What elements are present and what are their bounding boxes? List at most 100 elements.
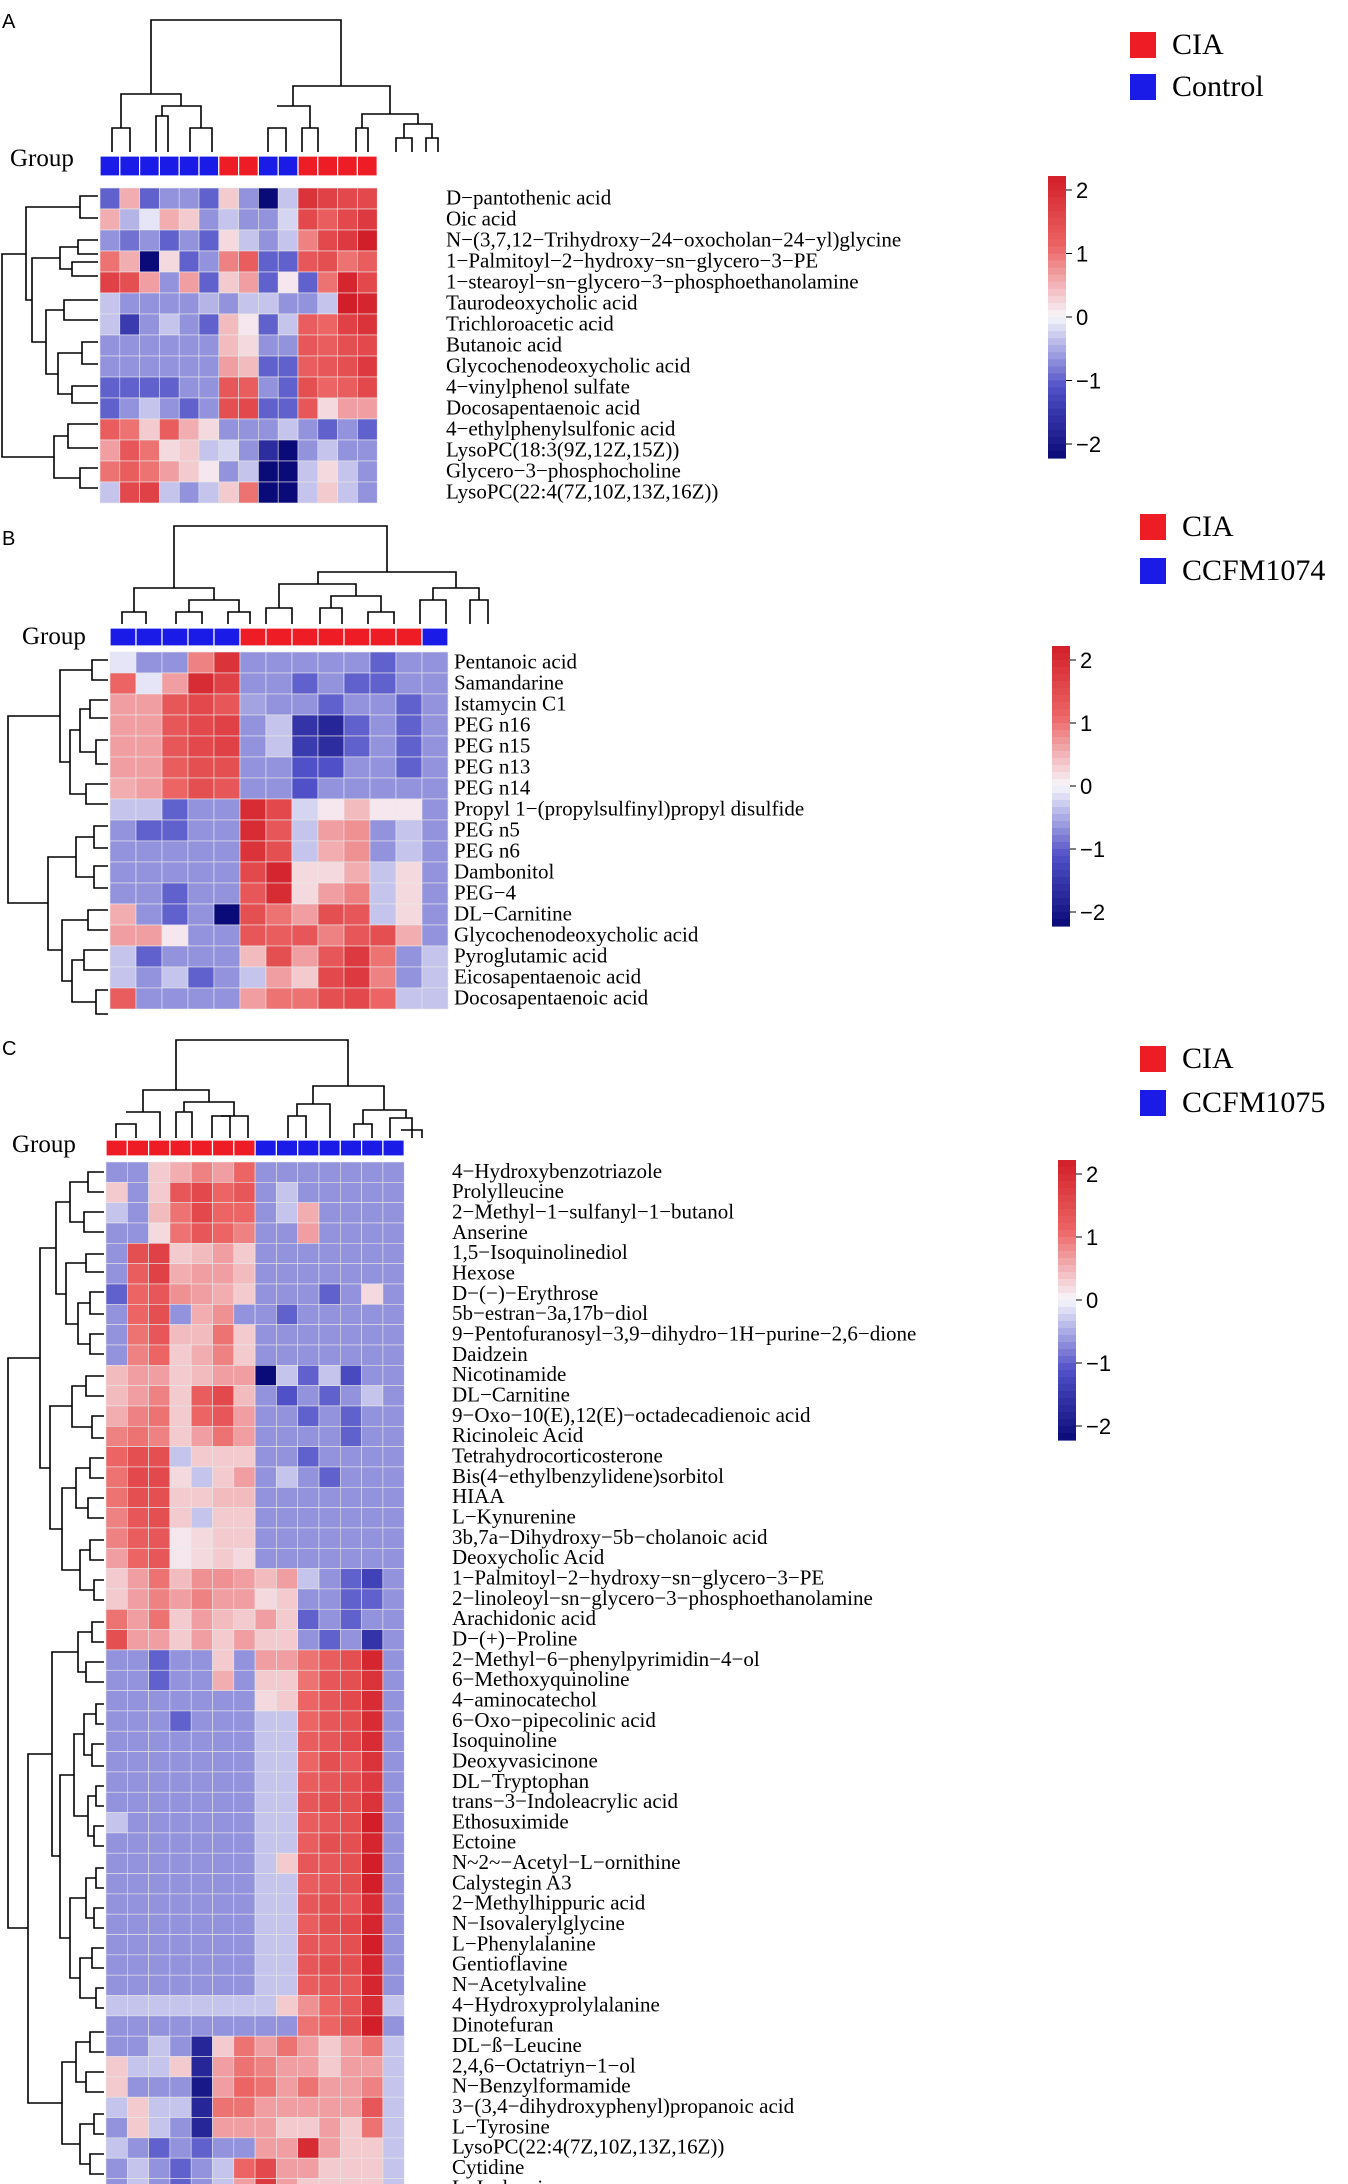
panel-b: B bbox=[2, 525, 489, 1015]
panel-c-heat-cell bbox=[276, 1446, 298, 1468]
panel-c-heat-cell bbox=[127, 1751, 149, 1773]
panel-a-heat-cell bbox=[139, 397, 160, 420]
panel-c-heat-cell bbox=[254, 2157, 277, 2179]
panel-b-heat-cell bbox=[317, 966, 345, 989]
panel-c-scale-step bbox=[1058, 1314, 1076, 1322]
panel-c-heat-cell bbox=[148, 1365, 171, 1386]
panel-c-heat-cell bbox=[148, 2117, 171, 2139]
panel-b-heat-cell bbox=[291, 735, 319, 758]
panel-b-scale-step bbox=[1052, 751, 1070, 759]
panel-c-heat-cell bbox=[297, 1466, 320, 1488]
panel-b-row-label: PEG n14 bbox=[454, 775, 531, 799]
panel-c-heat-cell bbox=[254, 1182, 277, 1203]
panel-a-heat-cell bbox=[218, 292, 239, 315]
panel-c-heat-cell bbox=[318, 1608, 341, 1630]
panel-b-heat-cell bbox=[343, 966, 371, 989]
panel-c-heat-cell bbox=[318, 1954, 341, 1976]
panel-c-heat-cell bbox=[105, 1304, 128, 1325]
panel-c-heat-cell bbox=[339, 1243, 362, 1264]
panel-a-heat-cell bbox=[317, 208, 338, 231]
panel-c-heat-cell bbox=[127, 1324, 149, 1346]
panel-c-heat-cell bbox=[233, 1588, 256, 1610]
panel-c-heat-cell bbox=[276, 1690, 298, 1712]
panel-c-heat-cell bbox=[127, 1913, 149, 1935]
panel-b-scale-step bbox=[1052, 870, 1070, 878]
panel-c-heat-cell bbox=[276, 2015, 298, 2037]
panel-c-row-label: 9−Pentofuranosyl−3,9−dihydro−1H−purine−2… bbox=[452, 1321, 916, 1345]
panel-c-row-label: Gentioflavine bbox=[452, 1952, 567, 1976]
panel-c-heat-cell bbox=[361, 2117, 384, 2139]
panel-c-heat-cell bbox=[318, 1507, 341, 1529]
panel-c-heat-cell bbox=[212, 1893, 235, 1915]
panel-b-heat-cell bbox=[343, 882, 371, 905]
panel-c-heat-cell bbox=[254, 1710, 277, 1732]
panel-a-heat-cell bbox=[218, 229, 239, 252]
panel-c-heat-cell bbox=[105, 1608, 128, 1630]
panel-b-heat-cell bbox=[265, 756, 293, 779]
panel-b-legend-swatch bbox=[1140, 514, 1166, 540]
panel-a-heat-cell bbox=[198, 397, 220, 420]
panel-a-scale-tick: 1 bbox=[1076, 242, 1088, 267]
panel-c-row-label: Daidzein bbox=[452, 1342, 528, 1366]
panel-b-scale-step bbox=[1052, 828, 1070, 836]
panel-c-row-label: DL−Carnitine bbox=[452, 1382, 570, 1406]
panel-b-row-label: Dambonitol bbox=[454, 859, 554, 883]
panel-c-heat-cell bbox=[105, 1182, 128, 1203]
panel-a-heat-cell bbox=[99, 229, 121, 252]
panel-a-heat-cell bbox=[159, 313, 180, 336]
panel-c-heat-cell bbox=[148, 1791, 171, 1813]
panel-b-scale-tick: −2 bbox=[1080, 900, 1105, 925]
panel-a-heat-cell bbox=[238, 460, 259, 483]
panel-c-heat-cell bbox=[382, 1304, 405, 1325]
panel-c-heat-cell bbox=[339, 1182, 362, 1203]
panel-c-heat-cell bbox=[233, 1283, 256, 1305]
panel-c-scale-step bbox=[1058, 1216, 1076, 1224]
panel-b-heat-cell bbox=[291, 756, 319, 779]
panel-c-row-label: 6−Oxo−pipecolinic acid bbox=[452, 1708, 656, 1732]
panel-b-heat-cell bbox=[187, 693, 215, 716]
panel-b-heat-cell bbox=[291, 777, 319, 800]
panel-c-heat-cell bbox=[339, 2178, 362, 2184]
panel-a-heat-cell bbox=[99, 481, 121, 504]
panel-b-heat-cell bbox=[369, 861, 397, 884]
panel-b-heat-cell bbox=[135, 987, 163, 1010]
panel-a-heat-cell bbox=[317, 292, 338, 315]
panel-a-heat-cell bbox=[218, 439, 239, 462]
panel-b-scale-step bbox=[1052, 793, 1070, 801]
panel-a-heat-cell bbox=[297, 334, 319, 357]
panel-c-heat-cell bbox=[382, 1182, 405, 1203]
panel-c-heat-cell bbox=[318, 1934, 341, 1956]
panel-a-row-label: 4−ethylphenylsulfonic acid bbox=[446, 416, 676, 440]
panel-b-heat-cell bbox=[291, 966, 319, 989]
panel-c-heat-cell bbox=[339, 1161, 362, 1183]
panel-a-heat-cell bbox=[99, 208, 121, 231]
panel-a-heat-cell bbox=[218, 271, 239, 294]
panel-c-heat-cell bbox=[254, 1730, 277, 1752]
panel-c-heat-cell bbox=[318, 1161, 341, 1183]
panel-a-heat-cell bbox=[178, 187, 200, 210]
panel-b-heat-cell bbox=[317, 945, 345, 968]
panel-b-heat-cell bbox=[343, 840, 371, 863]
panel-c-heatmap: Group 4−HydroxybenzotriazoleProlylleucine… bbox=[12, 1042, 1325, 2184]
panel-c-heat-cell bbox=[297, 1873, 320, 1895]
panel-a-heat-cell bbox=[198, 418, 220, 441]
panel-c-scale-step bbox=[1058, 1363, 1076, 1371]
panel-a-heat-cell bbox=[198, 355, 220, 378]
panel-c-group-label: Group bbox=[12, 1131, 76, 1158]
panel-c-heat-cell bbox=[105, 2056, 128, 2078]
panel-c-heat-cell bbox=[382, 1649, 405, 1671]
panel-c-heat-cell bbox=[361, 1547, 384, 1569]
panel-c-heat-cell bbox=[105, 1466, 128, 1488]
panel-c-heat-cell bbox=[318, 2157, 341, 2179]
panel-c-group-cell bbox=[105, 1139, 128, 1157]
panel-c-heat-cell bbox=[190, 1182, 213, 1203]
panel-c-heat-cell bbox=[297, 1812, 320, 1834]
panel-c-heat-cell bbox=[127, 1608, 149, 1630]
panel-b-heat-cell bbox=[187, 987, 215, 1010]
panel-c-heat-cell bbox=[169, 1202, 192, 1224]
panel-b-heat-cell bbox=[395, 777, 423, 800]
panel-c-heat-cell bbox=[339, 2137, 362, 2159]
panel-c-heat-cell bbox=[339, 2117, 362, 2139]
panel-c-heat-cell bbox=[233, 1182, 256, 1203]
panel-c-heat-cell bbox=[169, 1547, 192, 1569]
